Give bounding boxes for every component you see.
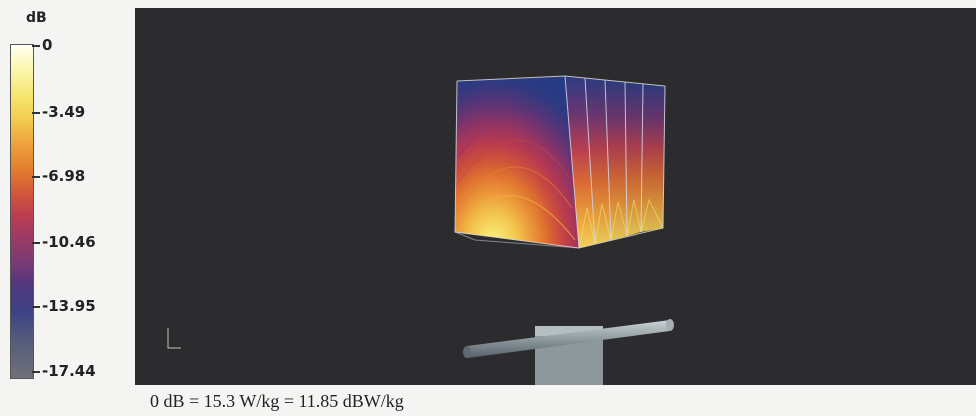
normalization-caption: 0 dB = 15.3 W/kg = 11.85 dBW/kg [150,391,404,411]
legend-label-2: -6.98 [42,167,86,185]
legend-label-4: -13.95 [42,297,96,315]
legend-tick [32,112,40,114]
sar-cube-front-face [455,76,579,248]
legend-tick [32,371,40,373]
legend-label-5: -17.44 [42,362,96,380]
legend-tick [32,45,40,47]
sar-scene [167,75,674,385]
antenna-fixture [463,319,674,385]
3d-viewport[interactable] [135,8,976,385]
legend-label-0: 0 [42,36,53,54]
color-scale-bar [10,44,34,379]
legend-tick [32,176,40,178]
sar-cube-slices [565,76,665,249]
legend-label-1: -3.49 [42,103,86,121]
legend-unit-label: dB [26,10,47,26]
legend-tick [32,242,40,244]
legend-label-3: -10.46 [42,233,96,251]
sar-cube-wireframe [454,75,666,249]
axis-triad-icon [167,328,181,349]
legend-tick [32,306,40,308]
